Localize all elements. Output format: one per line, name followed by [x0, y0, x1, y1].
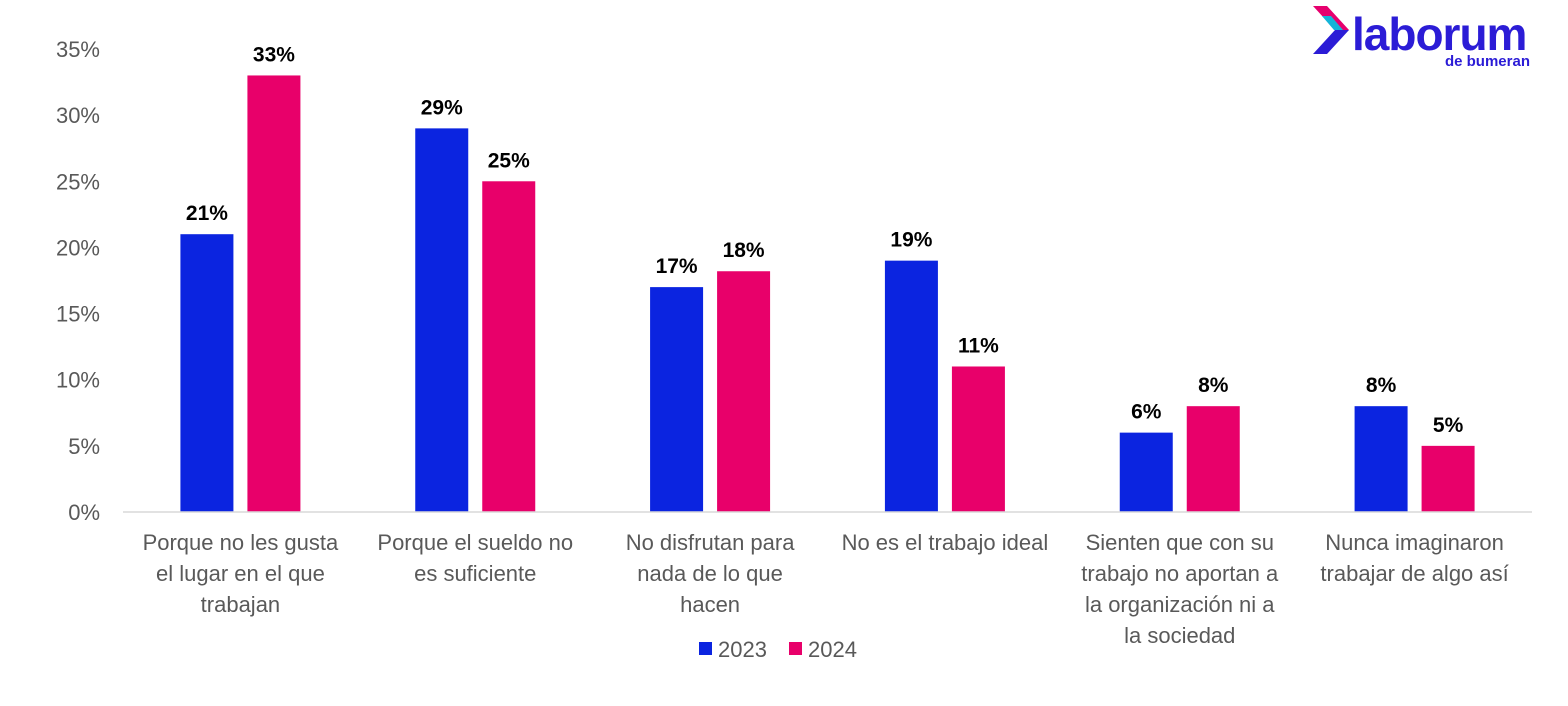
category-label: nada de lo que: [637, 561, 783, 586]
logo-brand-text: laborum: [1352, 8, 1526, 60]
bar-2024-5: [1421, 445, 1475, 512]
bar-2023-4: [1119, 432, 1173, 512]
category-label: trabajar de algo así: [1320, 561, 1508, 586]
bars: [180, 75, 1475, 513]
bar-2023-0: [180, 234, 234, 512]
data-label-2024-3: 11%: [958, 334, 999, 357]
category-label: trabajo no aportan a: [1081, 561, 1279, 586]
y-tick-label: 10%: [56, 368, 100, 393]
bar-2023-3: [884, 260, 938, 512]
y-tick-label: 35%: [56, 37, 100, 62]
category-label: la sociedad: [1124, 623, 1235, 648]
y-tick-label: 30%: [56, 103, 100, 128]
category-label: el lugar en el que: [156, 561, 325, 586]
legend-label-2024: 2024: [808, 637, 857, 662]
data-label-2023-0: 21%: [186, 202, 228, 225]
data-label-2024-1: 25%: [488, 149, 530, 172]
bar-2024-4: [1186, 406, 1240, 512]
category-label: No es el trabajo ideal: [842, 530, 1049, 555]
bar-2023-5: [1354, 406, 1408, 512]
category-label: No disfrutan para: [626, 530, 796, 555]
category-label: Sienten que con su: [1086, 530, 1274, 555]
category-label: hacen: [680, 592, 740, 617]
y-tick-label: 0%: [68, 500, 100, 525]
category-label: Porque no les gusta: [143, 530, 339, 555]
data-label-2023-5: 8%: [1366, 374, 1397, 397]
legend-swatch-2024: [789, 642, 802, 655]
bar-2024-1: [482, 181, 536, 513]
data-labels: 21% 33% 29% 25% 17% 18% 19% 11% 6% 8% 8% 5%: [186, 43, 1464, 436]
category-label: es suficiente: [414, 561, 536, 586]
legend-label-2023: 2023: [718, 637, 767, 662]
legend-swatch-2023: [699, 642, 712, 655]
category-label: Porque el sueldo no: [377, 530, 573, 555]
data-label-2024-2: 18%: [723, 239, 765, 262]
data-label-2023-2: 17%: [656, 255, 698, 278]
data-label-2024-0: 33%: [253, 43, 295, 66]
legend: 2023 2024: [699, 637, 857, 662]
logo-sub-text: de bumeran: [1445, 53, 1530, 70]
y-axis: 0% 5% 10% 15% 20% 25% 30% 35%: [56, 37, 100, 525]
bar-2024-0: [247, 75, 301, 512]
data-label-2023-4: 6%: [1131, 401, 1162, 424]
data-label-2023-1: 29%: [421, 96, 463, 119]
category-labels: Porque no les gusta el lugar en el que tra…: [143, 530, 1509, 648]
data-label-2024-4: 8%: [1198, 374, 1229, 397]
laborum-logo-icon: [1313, 6, 1349, 54]
data-label-2024-5: 5%: [1433, 414, 1464, 437]
y-tick-label: 20%: [56, 235, 100, 260]
bar-2023-1: [415, 128, 469, 512]
y-tick-label: 5%: [68, 434, 100, 459]
category-label: trabajan: [201, 592, 281, 617]
category-label: la organización ni a: [1085, 592, 1275, 617]
bar-2023-2: [650, 287, 704, 512]
data-label-2023-3: 19%: [890, 229, 932, 252]
bar-2024-2: [717, 271, 771, 512]
category-label: Nunca imaginaron: [1325, 530, 1504, 555]
y-tick-label: 25%: [56, 169, 100, 194]
laborum-logo: laborum de bumeran: [1313, 6, 1530, 70]
y-tick-label: 15%: [56, 302, 100, 327]
bar-2024-3: [951, 366, 1005, 512]
